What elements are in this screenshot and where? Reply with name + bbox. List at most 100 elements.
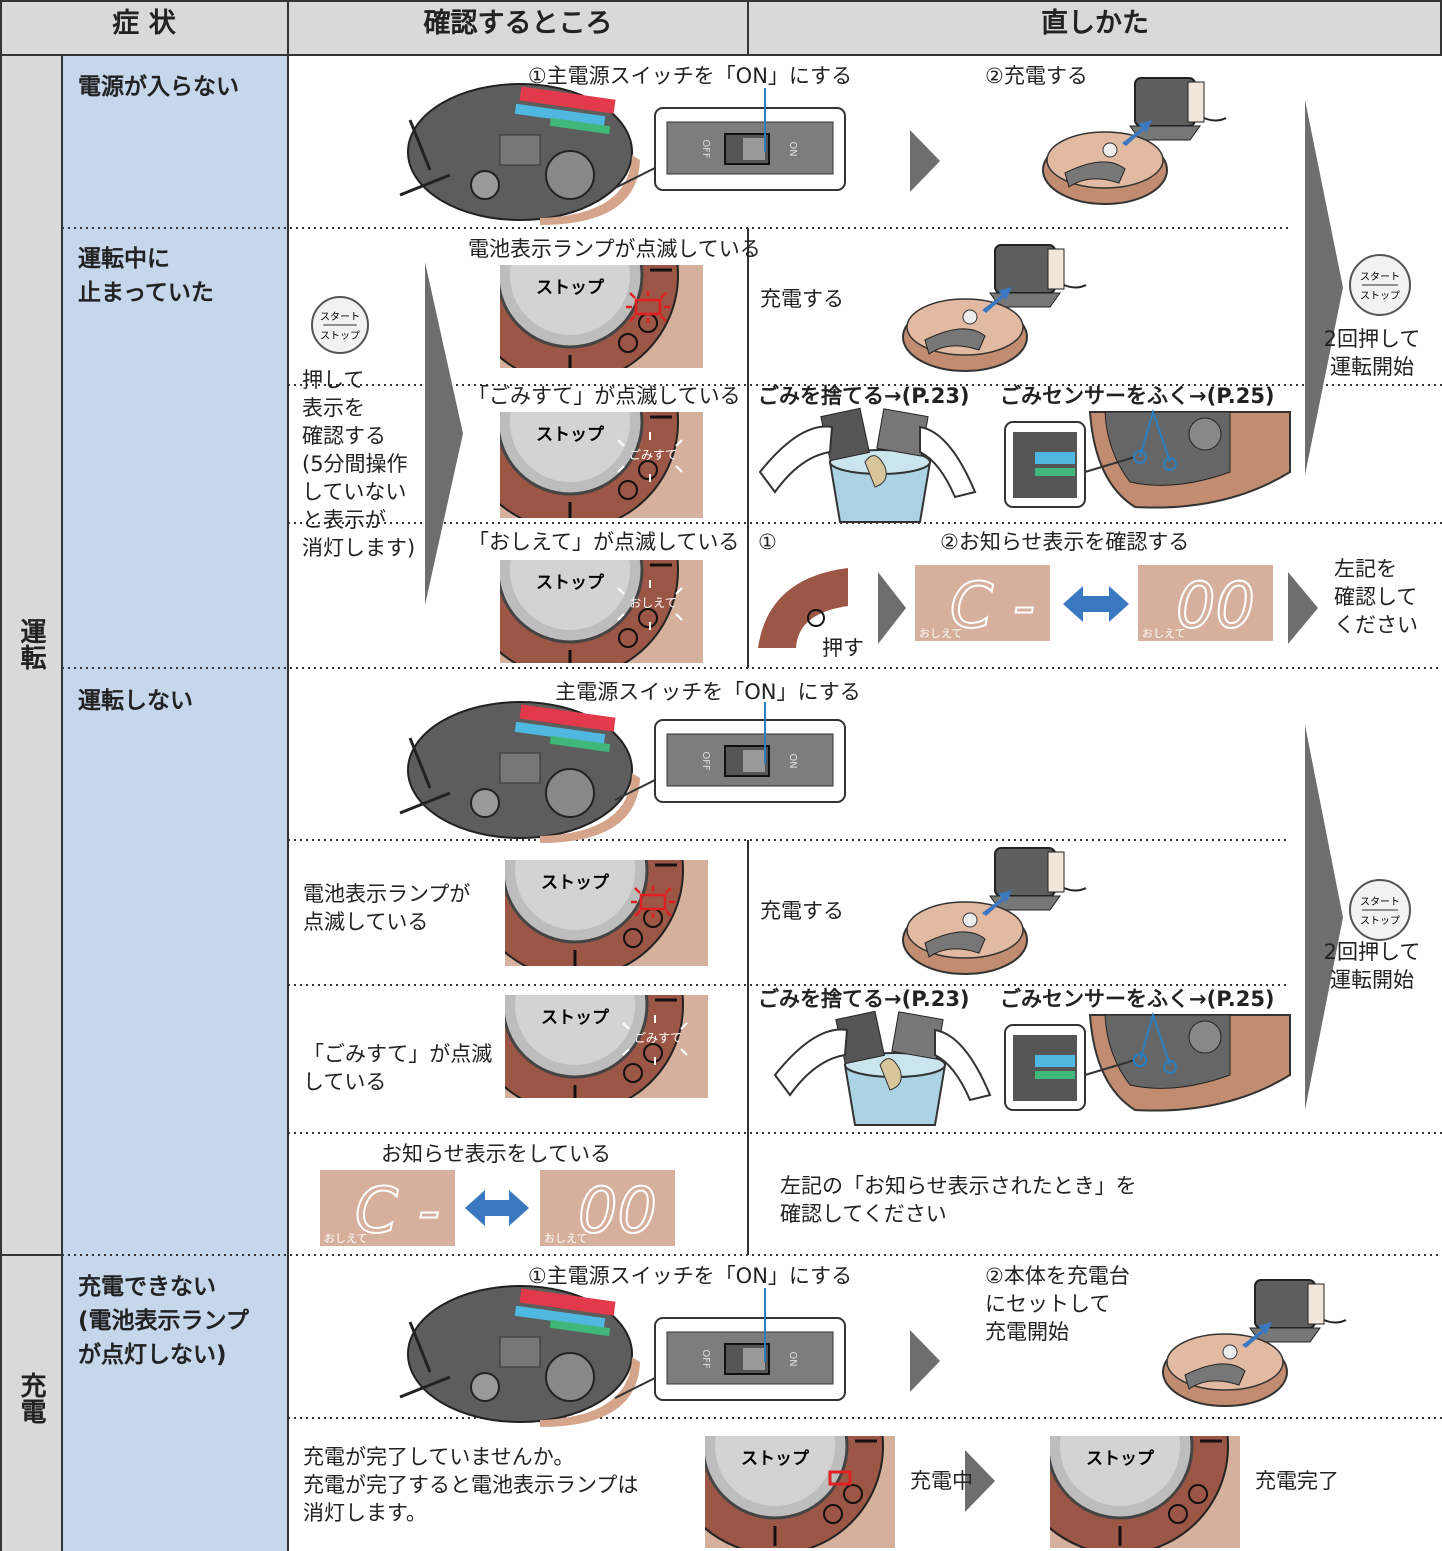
sensor-mark (1133, 450, 1147, 464)
brush (549, 1319, 611, 1337)
step-arrow (910, 130, 940, 192)
brush (549, 117, 611, 135)
wheel (470, 1372, 500, 1402)
dial-icon (618, 333, 638, 353)
check: 「おしえて」が点滅している (468, 530, 740, 554)
flow-arrow (1305, 725, 1343, 1110)
instruction: ②本体を充電台 にセットして 充電開始 (985, 1264, 1130, 1344)
blink-ray (617, 465, 625, 473)
blink-ray (660, 292, 667, 299)
dial-icon (618, 480, 638, 500)
display (540, 1170, 675, 1246)
symptom: 充電できない (電池表示ランプ が点灯しない) (78, 1274, 249, 1368)
lamp-label: おしえて (629, 596, 676, 610)
dock-cable (1203, 117, 1227, 122)
dock (994, 244, 1056, 294)
display (915, 565, 1050, 641)
fix: ②お知らせ表示を確認する (940, 530, 1190, 554)
dock-cable (1063, 284, 1087, 289)
switch-label: OFF (700, 1349, 711, 1369)
side-brush (408, 1321, 432, 1373)
instruction: 主電源スイッチを「ON」にする (555, 680, 861, 704)
symptom: 運転しない (78, 688, 193, 714)
side-brush (399, 791, 451, 815)
brush (514, 103, 606, 127)
dial-highlight (515, 860, 635, 930)
grille (499, 134, 541, 166)
status: 充電完了 (1255, 1469, 1339, 1493)
sensor-mark (1163, 1060, 1177, 1074)
instruction: 押して 表示を 確認する (5分間操作 していない と表示が 消灯します) (302, 368, 416, 560)
callout-line (614, 1377, 656, 1399)
push-arrow (1242, 1322, 1272, 1348)
push-arrow (982, 890, 1012, 916)
dial-label: ストップ (536, 277, 605, 298)
sensor-mark (1163, 457, 1177, 471)
fix: ごみを捨てる→(P.23) (758, 384, 970, 408)
fan (1188, 1020, 1222, 1054)
dial-highlight (510, 412, 630, 482)
brush (514, 1305, 606, 1329)
blink-ray (617, 613, 625, 621)
robot-rim (540, 1357, 640, 1427)
robot-button (962, 309, 978, 325)
blink-ray (617, 439, 625, 447)
display-caption: おしえて (544, 1232, 587, 1245)
sensor-view (1013, 432, 1077, 498)
callout-line (1084, 456, 1136, 473)
robot-bumper (924, 328, 986, 355)
hand (773, 1028, 849, 1097)
dial-label: ストップ (541, 1007, 610, 1028)
display-code: C - (355, 1174, 440, 1247)
dock-face (1187, 81, 1205, 123)
check: 「ごみすて」が点滅 している (303, 1042, 493, 1094)
robot-bumper (1184, 1363, 1246, 1390)
button-label: スタート (320, 311, 360, 323)
side-brush (399, 173, 451, 197)
double-arrow (1063, 586, 1129, 622)
fix: 充電する (760, 899, 844, 923)
lamp-label: ごみすて (634, 1030, 682, 1045)
pointer-line (1139, 408, 1171, 463)
brush (519, 704, 616, 732)
blink-ray (622, 1022, 630, 1030)
check: 「ごみすて」が点滅している (468, 384, 741, 408)
flow-arrow (425, 262, 463, 605)
step-arrow (965, 1450, 995, 1512)
display (320, 1170, 455, 1246)
check: お知らせ表示をしている (381, 1142, 611, 1166)
fix: 充電する (760, 287, 844, 311)
wheel (545, 768, 595, 818)
robot-button (1102, 142, 1118, 158)
blink-ray (675, 587, 683, 595)
dial-icon (807, 609, 825, 627)
blink-ray (622, 1048, 630, 1056)
dial-icon (643, 1043, 663, 1063)
dock (994, 847, 1056, 897)
button-label: スタート (1360, 896, 1400, 908)
display-caption: おしえて (324, 1232, 367, 1245)
sensor-strip (1035, 1055, 1075, 1067)
sensor-strip (1035, 1071, 1075, 1079)
switch-knob (743, 750, 765, 772)
brush (514, 721, 606, 745)
dial-highlight (515, 995, 635, 1065)
control-panel: ストップ (1050, 1436, 1240, 1548)
button-label: ストップ (1360, 290, 1400, 302)
fix: ① (758, 530, 777, 554)
grille (499, 1336, 541, 1368)
dial-icon (618, 628, 638, 648)
switch-label: ON (787, 753, 798, 768)
flow-arrow (1305, 100, 1343, 475)
fix: 左記を 確認して ください (1334, 557, 1418, 637)
dial-icon (623, 1063, 643, 1083)
wheel (545, 150, 595, 200)
symptom-column (62, 55, 288, 1551)
fan (1188, 417, 1222, 451)
wheel (470, 170, 500, 200)
symptom: 電源が入らない (78, 74, 239, 100)
battery-lamp (828, 1470, 852, 1486)
dial-highlight (510, 265, 630, 335)
